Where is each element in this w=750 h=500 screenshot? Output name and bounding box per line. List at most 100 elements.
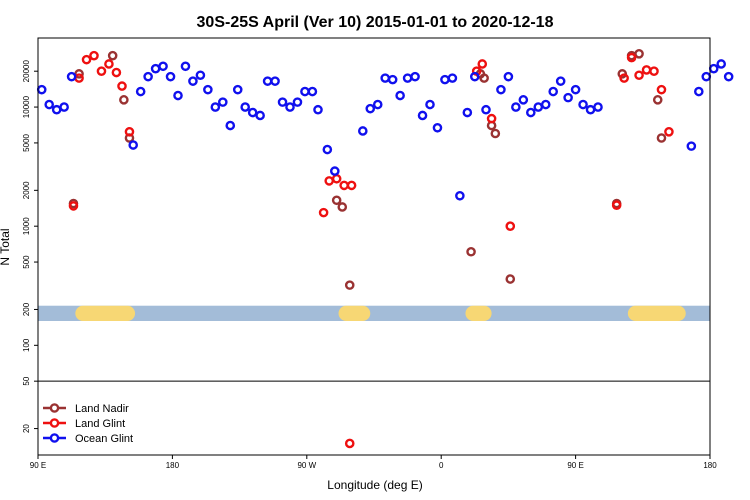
surface-band: [38, 305, 710, 321]
land-band-segment: [465, 305, 492, 321]
data-point: [339, 180, 349, 191]
ocean-band: [38, 305, 710, 321]
data-point: [117, 81, 127, 91]
legend-label: Land Nadir: [75, 403, 129, 415]
data-point: [585, 104, 596, 115]
data-point: [135, 86, 146, 97]
data-point: [318, 207, 329, 218]
data-point: [357, 126, 368, 136]
data-point: [548, 86, 559, 97]
data-point: [626, 52, 637, 63]
data-points: [36, 48, 734, 449]
data-point: [619, 73, 629, 83]
data-point: [262, 76, 273, 86]
land-band-segment: [75, 305, 136, 321]
data-point: [395, 90, 405, 101]
data-point: [481, 104, 491, 115]
data-point: [68, 201, 79, 211]
legend-marker: [49, 418, 60, 428]
data-point: [255, 110, 265, 121]
data-point: [634, 70, 644, 81]
data-point: [505, 221, 516, 231]
y-tick-label: 20000: [22, 60, 31, 83]
data-point: [232, 84, 243, 95]
data-point: [563, 92, 573, 103]
data-point: [111, 67, 122, 78]
data-point: [124, 126, 135, 137]
data-point: [337, 202, 348, 212]
y-tick-label: 5000: [22, 133, 31, 151]
data-point: [656, 133, 667, 143]
data-point: [104, 59, 114, 69]
data-point: [119, 95, 129, 105]
y-axis-label: N Total: [0, 228, 12, 265]
data-point: [593, 102, 603, 112]
data-point: [505, 274, 516, 284]
data-point: [526, 107, 536, 118]
data-point: [664, 126, 674, 137]
data-point: [51, 104, 62, 115]
legend-marker: [49, 403, 60, 413]
data-point: [694, 86, 704, 97]
data-point: [324, 176, 335, 186]
data-point: [417, 110, 428, 121]
data-point: [477, 59, 488, 69]
data-point: [36, 84, 47, 95]
y-tick-label: 10000: [22, 95, 31, 118]
y-tick-label: 200: [22, 302, 31, 316]
x-tick-label: 0: [439, 461, 444, 470]
data-point: [425, 99, 435, 110]
data-point: [210, 102, 221, 112]
data-point: [533, 102, 544, 112]
data-point: [158, 61, 168, 72]
data-point: [708, 63, 719, 74]
legend-marker: [49, 433, 60, 443]
land-band-segment: [338, 305, 371, 321]
data-point: [365, 103, 376, 114]
data-point: [322, 144, 333, 155]
data-point: [634, 48, 644, 59]
data-point: [570, 84, 581, 95]
y-tick-label: 100: [22, 338, 31, 352]
data-point: [701, 71, 712, 82]
data-point: [240, 102, 250, 112]
plot-area-frame: [37, 37, 711, 456]
data-point: [540, 99, 551, 110]
data-point: [656, 84, 667, 95]
y-tick-label: 50: [22, 376, 31, 385]
data-point: [511, 102, 521, 112]
data-point: [44, 99, 55, 110]
data-point: [518, 95, 529, 105]
x-tick-label: 90 E: [30, 461, 46, 470]
data-point: [455, 190, 465, 201]
data-point: [503, 71, 514, 82]
data-point: [331, 173, 342, 184]
x-tick-label: 180: [703, 461, 717, 470]
y-tick-label: 20: [22, 424, 31, 433]
data-point: [716, 59, 727, 69]
legend: Land Nadir Land Glint Ocean Glint: [43, 403, 133, 445]
data-point: [247, 107, 258, 118]
x-tick-label: 180: [166, 461, 180, 470]
data-point: [496, 84, 506, 95]
data-point: [217, 97, 228, 107]
data-point: [329, 166, 340, 176]
data-point: [440, 74, 450, 85]
data-point: [652, 95, 663, 105]
data-point: [89, 50, 99, 61]
data-point: [128, 140, 138, 150]
tick-marks: [34, 70, 711, 459]
series-ocean-glint: [36, 59, 734, 201]
data-point: [173, 90, 183, 101]
data-point: [331, 195, 342, 206]
data-point: [611, 200, 622, 211]
x-tick-label: 90 E: [567, 461, 583, 470]
data-point: [150, 63, 161, 74]
data-point: [346, 180, 357, 191]
data-point: [344, 438, 355, 449]
data-point: [490, 128, 501, 139]
data-point: [195, 70, 206, 81]
y-tick-label: 500: [22, 255, 31, 269]
data-point: [462, 107, 473, 118]
